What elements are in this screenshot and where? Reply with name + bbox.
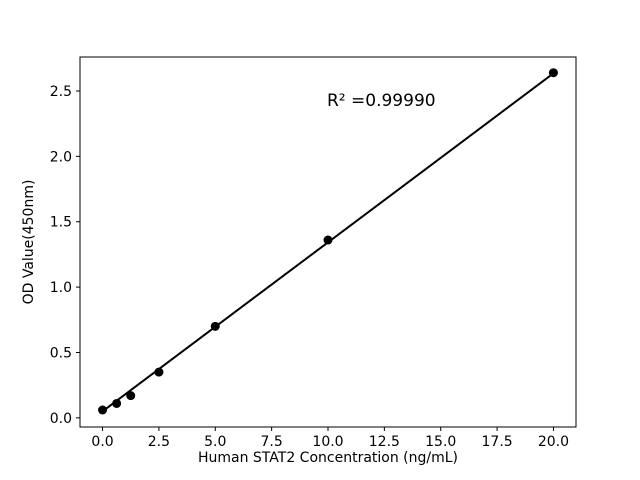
x-tick-label: 10.0	[312, 434, 343, 450]
data-point	[126, 391, 136, 401]
x-tick-label: 12.5	[369, 434, 400, 450]
x-tick-label: 2.5	[148, 434, 170, 450]
data-point	[98, 405, 108, 415]
r-squared-annotation: R² =0.99990	[327, 91, 436, 111]
x-axis-label: Human STAT2 Concentration (ng/mL)	[198, 450, 458, 466]
y-tick-label: 1.0	[50, 280, 72, 296]
x-tick-label: 20.0	[538, 434, 569, 450]
x-tick-label: 7.5	[261, 434, 283, 450]
y-tick-label: 0.5	[50, 345, 72, 361]
x-tick-label: 17.5	[482, 434, 513, 450]
y-tick-label: 2.0	[50, 149, 72, 165]
data-point	[210, 321, 220, 331]
data-point	[548, 68, 558, 78]
y-axis-label: OD Value(450nm)	[21, 180, 37, 305]
data-point	[323, 235, 333, 245]
y-tick-label: 2.5	[50, 84, 72, 100]
x-tick-label: 15.0	[425, 434, 456, 450]
y-axis-ticks: 0.0 0.5 1.0 1.5 2.0 2.5	[50, 84, 80, 427]
data-point	[154, 367, 164, 377]
x-axis-ticks: 0.0 2.5 5.0 7.5 10.0 12.5 15.0 17.5 20.0	[91, 427, 569, 450]
data-series	[98, 68, 558, 415]
data-point	[112, 398, 122, 408]
y-tick-label: 1.5	[50, 215, 72, 231]
x-tick-label: 5.0	[204, 434, 226, 450]
x-tick-label: 0.0	[91, 434, 113, 450]
y-tick-label: 0.0	[50, 411, 72, 427]
